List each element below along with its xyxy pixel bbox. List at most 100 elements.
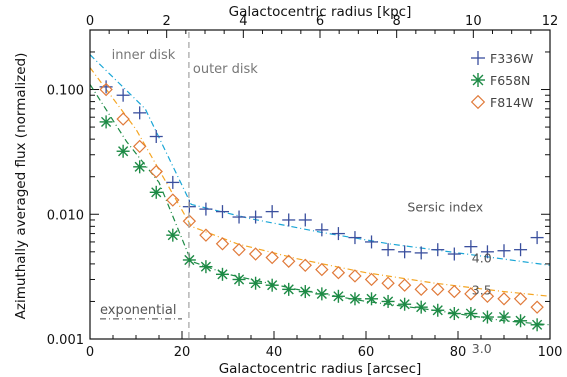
exponential-label: exponential: [100, 303, 176, 318]
point-F658N: [464, 307, 478, 321]
diamond-shape: [431, 282, 445, 297]
point-F336W: [298, 213, 312, 227]
x2-tick-label: 4: [239, 14, 247, 29]
x2-axis-title: Galactocentric radius [kpc]: [229, 4, 412, 20]
point-F658N: [381, 294, 395, 308]
point-F814W: [315, 262, 329, 277]
asterisk-arm: [134, 161, 145, 172]
diamond-shape: [282, 254, 296, 268]
point-F336W: [232, 210, 246, 224]
point-F658N: [480, 310, 494, 324]
legend-label-F336W: F336W: [490, 51, 533, 66]
point-F336W: [480, 245, 494, 259]
diamond-shape: [513, 292, 528, 306]
point-F336W: [348, 231, 362, 245]
diamond-shape: [116, 112, 130, 126]
point-F814W: [431, 282, 445, 297]
y-tick-label: 0.100: [47, 84, 84, 99]
point-F336W: [514, 243, 528, 257]
asterisk-arm: [472, 74, 484, 86]
sersic-index-title: Sersic index: [407, 200, 483, 215]
asterisk-arm: [432, 305, 443, 316]
point-F814W: [381, 276, 395, 290]
point-F814W: [282, 254, 296, 268]
diamond-shape: [397, 278, 412, 292]
x2-tick-label: 12: [542, 14, 559, 29]
x-axis-title: Galactocentric radius [arcsec]: [219, 361, 422, 377]
legend-marker-F658N: [471, 73, 485, 87]
point-F814W: [447, 284, 462, 299]
fit-curve-3.0: [90, 84, 550, 326]
asterisk-arm: [333, 291, 344, 302]
asterisk-arm: [118, 146, 129, 157]
diamond-shape: [414, 282, 428, 297]
point-F814W: [116, 112, 130, 126]
diamond-shape: [470, 94, 486, 110]
fit-curve-3.5: [90, 67, 550, 297]
asterisk-arm: [233, 274, 245, 285]
point-F658N: [331, 289, 345, 303]
outer-disk-label: outer disk: [193, 62, 258, 77]
point-F658N: [497, 310, 511, 324]
asterisk-arm: [250, 278, 261, 289]
point-F658N: [116, 144, 130, 158]
diamond-shape: [480, 289, 495, 303]
point-F658N: [530, 318, 544, 332]
diamond-shape: [381, 276, 395, 290]
diamond-shape: [265, 250, 279, 265]
diamond-shape: [364, 272, 379, 287]
sersic-index-values: 4.0 3.5 3.0: [472, 251, 492, 356]
point-F814W: [215, 237, 230, 251]
point-F658N: [398, 297, 412, 311]
point-F658N: [99, 115, 113, 129]
inner-disk-label: inner disk: [112, 48, 176, 63]
asterisk-arm: [498, 311, 510, 323]
asterisk-arm: [167, 230, 178, 241]
asterisk-arm: [465, 308, 476, 319]
point-F658N: [514, 314, 528, 328]
sersic-index-3.5: 3.5: [472, 282, 492, 297]
asterisk-arm: [283, 284, 294, 295]
x2-tick-label: 0: [86, 14, 94, 29]
y-tick-label: 0.010: [47, 208, 84, 223]
diamond-shape: [315, 262, 329, 277]
point-F336W: [331, 227, 345, 241]
point-F336W: [414, 246, 428, 260]
point-F814W: [199, 228, 213, 242]
point-F658N: [265, 278, 279, 292]
point-F658N: [166, 228, 180, 242]
point-F658N: [232, 272, 246, 286]
asterisk-arm: [200, 261, 212, 272]
point-F658N: [133, 160, 147, 174]
legend-marker-F814W: [470, 94, 486, 110]
asterisk-arm: [316, 288, 327, 299]
point-F658N: [447, 307, 461, 321]
asterisk-arm: [532, 319, 543, 330]
asterisk-arm: [267, 280, 278, 291]
diamond-shape: [530, 300, 544, 314]
asterisk-arm: [151, 187, 162, 198]
x-tick-label: 80: [450, 345, 467, 360]
diamond-shape: [497, 292, 511, 306]
asterisk-arm: [366, 293, 377, 304]
diamond-shape: [232, 242, 246, 257]
point-F814W: [149, 164, 163, 179]
diamond-shape: [99, 82, 113, 97]
point-F658N: [282, 282, 296, 296]
point-F814W: [364, 272, 379, 287]
fit-curves: [90, 54, 550, 326]
point-F336W: [365, 235, 379, 249]
x-tick-label: 0: [86, 345, 94, 360]
asterisk-arm: [382, 296, 394, 307]
point-F336W: [315, 223, 329, 237]
asterisk-arm: [399, 299, 410, 310]
x2-tick-label: 8: [393, 14, 401, 29]
point-F336W: [497, 244, 511, 258]
point-F814W: [298, 258, 312, 272]
asterisk-arm: [416, 302, 427, 313]
point-F336W: [447, 247, 461, 261]
asterisk-arm: [184, 254, 195, 266]
point-F814W: [132, 139, 147, 154]
point-F814W: [265, 250, 279, 265]
